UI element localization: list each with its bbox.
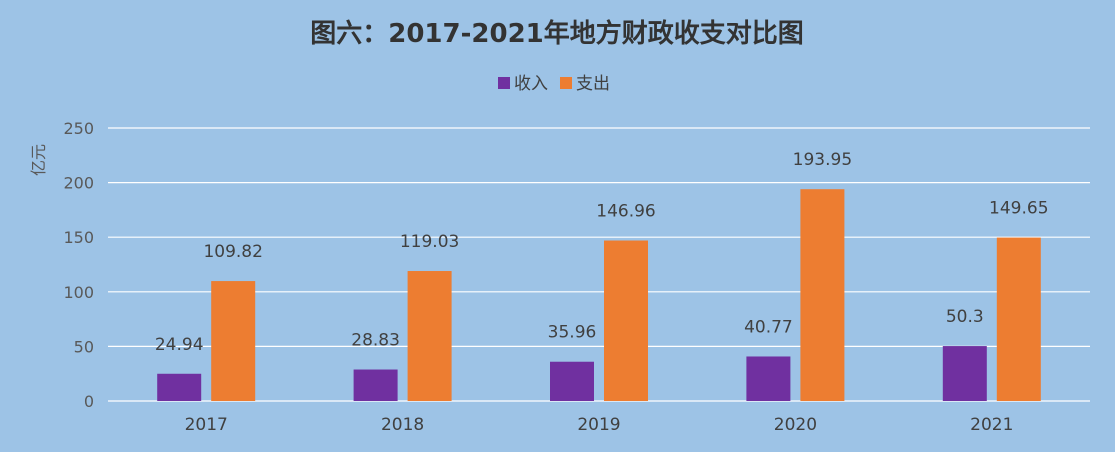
- data-label: 119.03: [400, 232, 459, 252]
- data-label: 109.82: [203, 242, 262, 262]
- y-tick-label: 150: [63, 228, 94, 247]
- gridlines: [108, 127, 1090, 402]
- y-tick-label: 0: [84, 392, 94, 411]
- x-tick-label: 2021: [970, 415, 1013, 435]
- x-axis-ticks: 2017 2018 2019 2020 2021: [185, 415, 1014, 435]
- bar-income: [353, 369, 398, 401]
- bar-income: [746, 356, 791, 401]
- legend-swatch: [498, 77, 510, 89]
- bar-expenditure: [407, 271, 452, 401]
- data-label: 149.65: [989, 199, 1048, 219]
- bar-expenditure: [604, 240, 648, 401]
- bar-income: [157, 373, 202, 401]
- data-label: 40.77: [744, 317, 793, 337]
- legend: 收入 支出: [498, 74, 610, 94]
- bar-expenditure: [800, 189, 845, 401]
- data-label: 24.94: [155, 335, 204, 355]
- bar-income: [550, 361, 594, 401]
- bar-income: [942, 346, 987, 401]
- data-label: 193.95: [793, 150, 852, 170]
- y-axis-label: 亿元: [29, 144, 48, 176]
- y-tick-label: 250: [63, 119, 94, 138]
- y-tick-label: 200: [63, 174, 94, 193]
- data-label: 146.96: [596, 202, 655, 222]
- legend-label: 支出: [576, 74, 610, 94]
- data-label: 28.83: [351, 331, 400, 351]
- legend-label: 收入: [514, 74, 548, 94]
- data-label: 50.3: [946, 307, 984, 327]
- data-label: 35.96: [548, 323, 597, 343]
- x-tick-label: 2018: [381, 415, 424, 435]
- legend-swatch: [560, 77, 572, 89]
- bar-expenditure: [996, 237, 1041, 401]
- bars: [157, 189, 1041, 401]
- chart-title: 图六：2017-2021年地方财政收支对比图: [310, 18, 804, 49]
- y-axis-ticks: 0 50 100 150 200 250: [63, 119, 94, 411]
- y-tick-label: 50: [74, 337, 94, 356]
- x-tick-label: 2017: [185, 415, 228, 435]
- x-tick-label: 2019: [577, 415, 620, 435]
- y-tick-label: 100: [63, 283, 94, 302]
- x-tick-label: 2020: [774, 415, 817, 435]
- bar-expenditure: [211, 281, 256, 401]
- data-labels: 24.94 109.82 28.83 119.03 35.96 146.96 40.77 19…: [155, 150, 1049, 355]
